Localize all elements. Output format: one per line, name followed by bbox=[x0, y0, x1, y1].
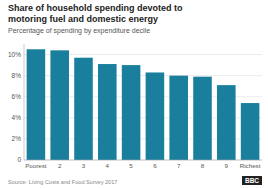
x-tick-label: 2 bbox=[58, 162, 62, 169]
bar bbox=[146, 72, 165, 160]
bar bbox=[98, 64, 117, 160]
bar bbox=[217, 85, 236, 160]
bar bbox=[241, 103, 260, 160]
logo-box bbox=[242, 176, 262, 185]
bar bbox=[50, 50, 69, 160]
y-tick-label: 2% bbox=[12, 135, 22, 142]
bar bbox=[27, 49, 46, 160]
x-tick-label: Richest bbox=[240, 162, 261, 169]
x-tick-label: Poorest bbox=[25, 162, 47, 169]
x-tick-label: 6 bbox=[153, 162, 157, 169]
title-line: Share of household spending devoted to bbox=[8, 3, 183, 13]
y-tick-label: 8% bbox=[12, 72, 22, 79]
x-tick-label: 7 bbox=[177, 162, 181, 169]
x-tick-label: 4 bbox=[106, 162, 110, 169]
x-tick-label: 8 bbox=[201, 162, 205, 169]
chart-container: Share of household spending devoted tomo… bbox=[0, 0, 268, 188]
y-tick-label: 10% bbox=[8, 51, 21, 58]
bars bbox=[27, 49, 260, 160]
logo-text: BBC bbox=[245, 177, 259, 184]
y-tick-label: 0 bbox=[17, 156, 21, 163]
y-tick-label: 4% bbox=[12, 114, 22, 121]
subtitle: Percentage of spending by expenditure de… bbox=[8, 27, 150, 35]
x-tick-label: 3 bbox=[82, 162, 86, 169]
title: Share of household spending devoted tomo… bbox=[8, 3, 183, 24]
x-tick-label: 5 bbox=[129, 162, 133, 169]
chart-svg: Share of household spending devoted tomo… bbox=[0, 0, 268, 188]
logo: BBC bbox=[242, 176, 262, 185]
title-line: motoring fuel and domestic energy bbox=[8, 14, 158, 24]
bar bbox=[193, 77, 212, 160]
bar bbox=[122, 65, 141, 160]
y-axis-line bbox=[24, 44, 25, 160]
x-tick-label: 9 bbox=[225, 162, 229, 169]
x-axis-line bbox=[24, 160, 262, 161]
bar bbox=[169, 76, 188, 160]
bar bbox=[74, 58, 93, 160]
source: Source: Living Costs and Food Survey 201… bbox=[8, 179, 117, 185]
y-tick-label: 6% bbox=[12, 93, 22, 100]
